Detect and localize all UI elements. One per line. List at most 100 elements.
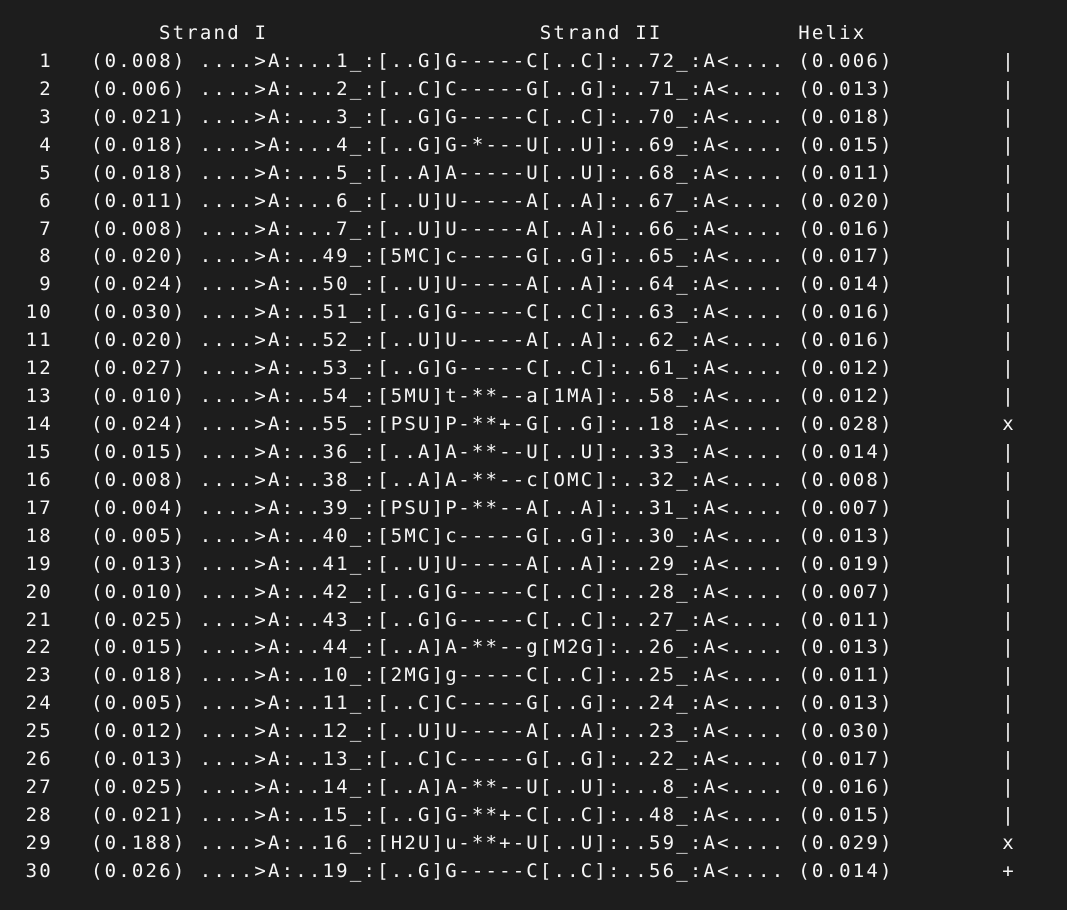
strand2-descriptor: C[..C]:..56_:A<.... [526,859,786,882]
helix-mark: | [1002,776,1016,799]
strand2-descriptor: c[OMC]:..32_:A<.... [526,468,786,491]
bp-row: 13 (0.010) ....>A:..54_:[5MU]t -**-- a[1MA]:… [23,383,1067,411]
strand2-rmsd: (0.014) [798,440,894,463]
bp-bond: ----- [458,77,527,100]
bp-row: 29 (0.188) ....>A:..16_:[H2U]u -**+- U[..U]:… [23,830,1067,858]
helix-mark: | [1002,329,1016,352]
strand2-descriptor: G[..G]:..18_:A<.... [526,413,786,436]
bp-row: 28 (0.021) ....>A:..15_:[..G]G -**+- C[..C]:… [23,802,1067,830]
bp-index: 3 [39,105,53,128]
strand2-descriptor: C[..C]:..72_:A<.... [526,49,786,72]
strand2-rmsd: (0.013) [798,524,894,547]
bp-row: 16 (0.008) ....>A:..38_:[..A]A -**-- c[OMC]:… [23,467,1067,495]
bp-row: 4 (0.018) ....>A:...4_:[..G]G -*--- U[..U]:.… [23,132,1067,160]
strand2-rmsd: (0.014) [798,273,894,296]
header-strand-i: Strand I [159,22,269,44]
bp-index: 5 [39,161,53,184]
strand2-rmsd: (0.019) [798,552,894,575]
strand2-rmsd: (0.011) [798,664,894,687]
strand2-descriptor: U[..U]:..68_:A<.... [526,161,786,184]
bp-bond: ----- [458,105,527,128]
strand2-rmsd: (0.014) [798,859,894,882]
bp-bond: -**-- [458,385,527,408]
strand1-rmsd: (0.020) [91,245,187,268]
bp-bond: ----- [458,49,527,72]
bp-index: 19 [25,552,53,575]
strand2-rmsd: (0.012) [798,385,894,408]
strand1-descriptor: ....>A:..44_:[..A]A [199,636,459,659]
strand2-descriptor: G[..G]:..65_:A<.... [526,245,786,268]
strand2-rmsd: (0.017) [798,245,894,268]
bp-bond: -**-- [458,440,527,463]
bp-index: 6 [39,189,53,212]
bp-index: 8 [39,245,53,268]
bp-index: 21 [25,608,53,631]
bp-index: 4 [39,133,53,156]
strand2-descriptor: G[..G]:..24_:A<.... [526,692,786,715]
strand1-rmsd: (0.011) [91,189,187,212]
helix-mark: | [1002,804,1016,827]
bp-bond: -**+- [458,413,527,436]
strand2-descriptor: C[..C]:..48_:A<.... [526,804,786,827]
column-headers: Strand I Strand II Helix [23,20,1067,48]
bp-index: 24 [25,692,53,715]
helix-mark: | [1002,440,1016,463]
strand2-rmsd: (0.011) [798,608,894,631]
strand1-descriptor: ....>A:..52_:[..U]U [199,329,459,352]
bp-index: 28 [25,804,53,827]
strand1-descriptor: ....>A:..15_:[..G]G [199,804,459,827]
helix-mark: | [1002,105,1016,128]
bp-index: 18 [25,524,53,547]
strand1-descriptor: ....>A:..40_:[5MC]c [199,524,459,547]
helix-mark: + [1002,859,1016,882]
bp-row: 7 (0.008) ....>A:...7_:[..U]U ----- A[..A]:.… [23,216,1067,244]
strand2-descriptor: a[1MA]:..58_:A<.... [526,385,786,408]
bp-index: 27 [25,776,53,799]
helix-mark: | [1002,189,1016,212]
strand1-descriptor: ....>A:...5_:[..A]A [199,161,459,184]
bp-bond: ----- [458,552,527,575]
helix-mark: | [1002,301,1016,324]
strand2-rmsd: (0.012) [798,357,894,380]
strand1-descriptor: ....>A:..49_:[5MC]c [199,245,459,268]
strand1-rmsd: (0.024) [91,413,187,436]
strand1-rmsd: (0.018) [91,161,187,184]
bp-row: 24 (0.005) ....>A:..11_:[..C]C ----- G[..G]:… [23,690,1067,718]
strand1-rmsd: (0.008) [91,468,187,491]
helix-mark: | [1002,245,1016,268]
bp-bond: ----- [458,329,527,352]
bp-index: 20 [25,580,53,603]
bp-bond: -**-- [458,496,527,519]
strand2-rmsd: (0.007) [798,496,894,519]
strand1-descriptor: ....>A:..38_:[..A]A [199,468,459,491]
strand2-descriptor: C[..C]:..61_:A<.... [526,357,786,380]
strand2-rmsd: (0.015) [798,133,894,156]
strand2-descriptor: C[..C]:..27_:A<.... [526,608,786,631]
strand2-descriptor: U[..U]:...8_:A<.... [526,776,786,799]
bp-bond: ----- [458,524,527,547]
bp-index: 16 [25,468,53,491]
bp-index: 25 [25,720,53,743]
bp-bond: -**+- [458,804,527,827]
strand1-descriptor: ....>A:..54_:[5MU]t [199,385,459,408]
bp-row: 11 (0.020) ....>A:..52_:[..U]U ----- A[..A]:… [23,327,1067,355]
strand2-rmsd: (0.017) [798,748,894,771]
bp-row: 10 (0.030) ....>A:..51_:[..G]G ----- C[..C]:… [23,299,1067,327]
bp-bond: ----- [458,608,527,631]
bp-index: 2 [39,77,53,100]
strand1-rmsd: (0.020) [91,329,187,352]
strand2-descriptor: C[..C]:..70_:A<.... [526,105,786,128]
strand1-rmsd: (0.013) [91,552,187,575]
helix-mark: x [1002,831,1016,854]
bp-index: 7 [39,217,53,240]
bp-index: 1 [39,49,53,72]
strand1-descriptor: ....>A:..51_:[..G]G [199,301,459,324]
bp-bond: ----- [458,664,527,687]
strand1-descriptor: ....>A:..10_:[2MG]g [199,664,459,687]
bp-row: 3 (0.021) ....>A:...3_:[..G]G ----- C[..C]:.… [23,104,1067,132]
strand2-rmsd: (0.007) [798,580,894,603]
bp-bond: ----- [458,859,527,882]
strand2-descriptor: G[..G]:..30_:A<.... [526,524,786,547]
strand1-descriptor: ....>A:...2_:[..C]C [199,77,459,100]
bp-row: 22 (0.015) ....>A:..44_:[..A]A -**-- g[M2G]:… [23,634,1067,662]
